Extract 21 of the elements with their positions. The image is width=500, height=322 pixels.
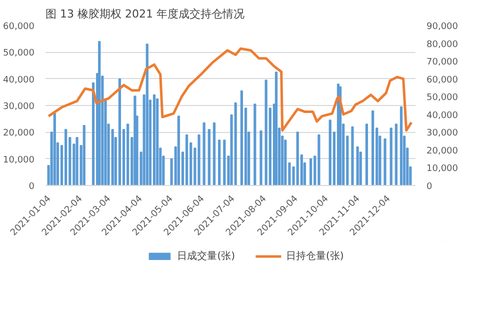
chart-title: 图 13 橡胶期权 2021 年度成交持仓情况	[46, 8, 244, 20]
y2-tick-label: 30,000	[426, 128, 458, 139]
y2-tick-label: 10,000	[426, 164, 458, 174]
y-tick-label: 50,000	[3, 48, 35, 59]
y-tick-label: 20,000	[3, 128, 35, 139]
y2-tick-label: 80,000	[426, 40, 458, 50]
y-tick-label: 0	[28, 182, 35, 192]
y-tick-label: 60,000	[3, 22, 35, 32]
y-tick-label: 10,000	[3, 155, 35, 166]
legend-label: 日成交量(张)	[177, 250, 235, 263]
y2-tick-label: 70,000	[426, 58, 458, 68]
legend-label: 日持仓量(张)	[286, 250, 344, 263]
y-tick-label: 30,000	[3, 102, 35, 112]
y2-tick-label: 20,000	[426, 146, 458, 156]
y2-tick-label: 50,000	[426, 93, 458, 104]
line-series	[47, 47, 413, 132]
y-tick-label: 40,000	[3, 75, 35, 86]
y2-tick-label: 40,000	[426, 110, 458, 121]
y2-tick-label: 60,000	[426, 75, 458, 86]
y2-tick-label: 0	[426, 182, 432, 192]
y2-tick-label: 90,000	[426, 22, 458, 32]
